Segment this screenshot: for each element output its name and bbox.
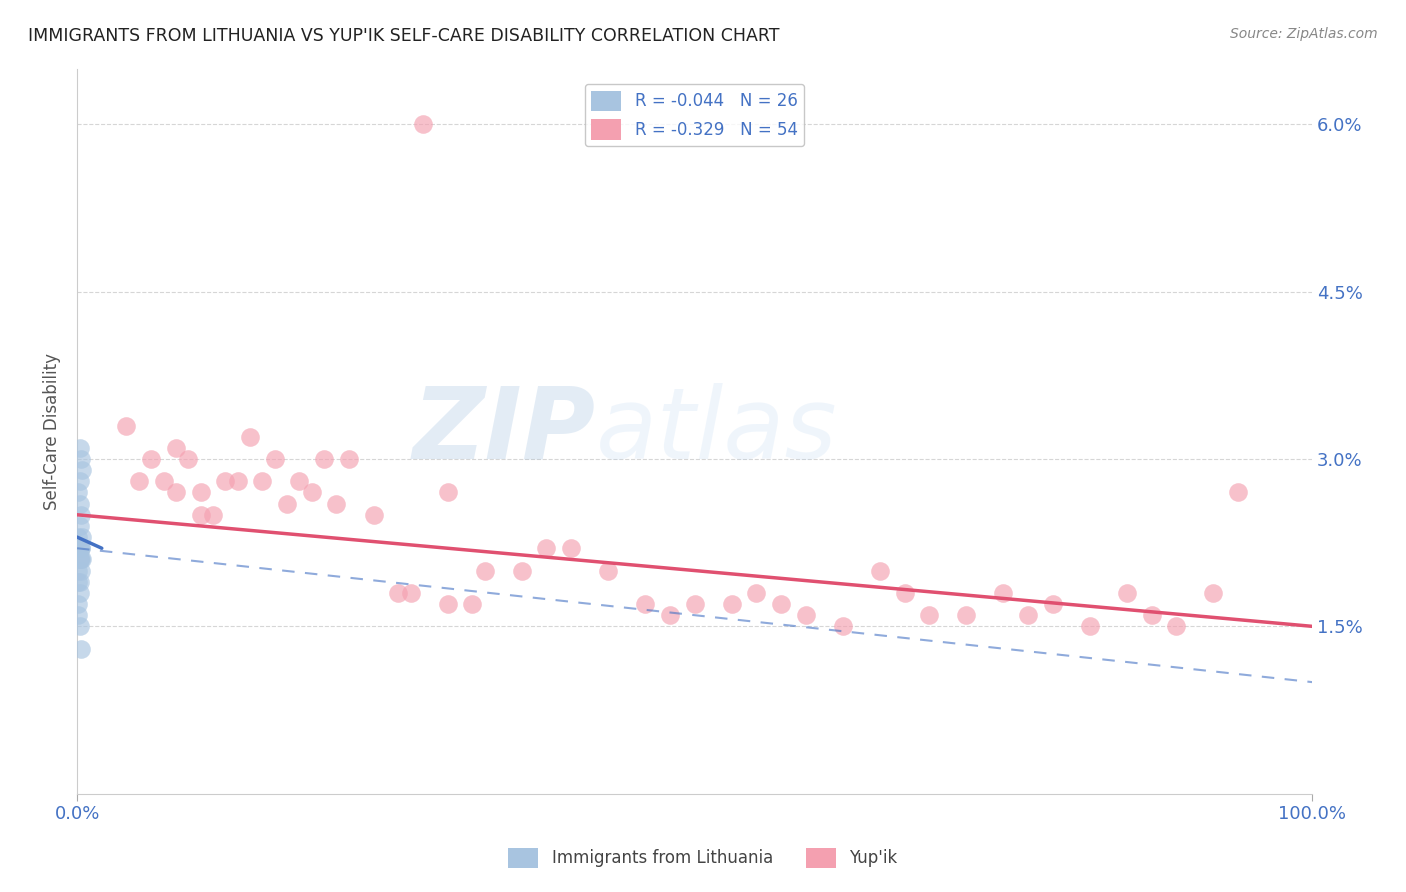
Point bbox=[239, 430, 262, 444]
Point bbox=[1166, 619, 1188, 633]
Point bbox=[794, 608, 817, 623]
Point bbox=[69, 541, 91, 556]
Legend: Immigrants from Lithuania, Yup'ik: Immigrants from Lithuania, Yup'ik bbox=[502, 841, 904, 875]
Point bbox=[214, 475, 236, 489]
Legend: R = -0.044   N = 26, R = -0.329   N = 54: R = -0.044 N = 26, R = -0.329 N = 54 bbox=[585, 84, 804, 146]
Point bbox=[288, 475, 311, 489]
Point bbox=[67, 574, 90, 589]
Point bbox=[252, 475, 274, 489]
Point bbox=[69, 574, 91, 589]
Point bbox=[560, 541, 582, 556]
Point bbox=[69, 564, 91, 578]
Point bbox=[165, 441, 187, 455]
Point bbox=[67, 608, 90, 623]
Point bbox=[69, 519, 91, 533]
Text: ZIP: ZIP bbox=[413, 383, 596, 480]
Point bbox=[955, 608, 977, 623]
Text: atlas: atlas bbox=[596, 383, 838, 480]
Point bbox=[1202, 586, 1225, 600]
Point bbox=[1115, 586, 1137, 600]
Y-axis label: Self-Care Disability: Self-Care Disability bbox=[44, 352, 60, 509]
Point bbox=[69, 475, 91, 489]
Point bbox=[399, 586, 422, 600]
Point bbox=[69, 508, 91, 522]
Point bbox=[69, 619, 91, 633]
Point bbox=[69, 586, 91, 600]
Point bbox=[177, 452, 200, 467]
Point bbox=[128, 475, 150, 489]
Point bbox=[1227, 485, 1250, 500]
Point bbox=[461, 597, 484, 611]
Point bbox=[263, 452, 285, 467]
Point bbox=[70, 463, 93, 477]
Point bbox=[67, 564, 90, 578]
Point bbox=[67, 530, 90, 544]
Point bbox=[276, 497, 298, 511]
Point bbox=[70, 552, 93, 566]
Point bbox=[141, 452, 163, 467]
Point bbox=[201, 508, 224, 522]
Point bbox=[115, 418, 138, 433]
Point bbox=[69, 552, 91, 566]
Point bbox=[683, 597, 706, 611]
Point bbox=[69, 552, 91, 566]
Point bbox=[69, 497, 91, 511]
Point bbox=[69, 552, 91, 566]
Point bbox=[893, 586, 915, 600]
Point bbox=[1140, 608, 1163, 623]
Text: IMMIGRANTS FROM LITHUANIA VS YUP'IK SELF-CARE DISABILITY CORRELATION CHART: IMMIGRANTS FROM LITHUANIA VS YUP'IK SELF… bbox=[28, 27, 779, 45]
Point bbox=[869, 564, 891, 578]
Point bbox=[67, 485, 90, 500]
Point bbox=[152, 475, 174, 489]
Point bbox=[598, 564, 620, 578]
Point bbox=[69, 441, 91, 455]
Point bbox=[1017, 608, 1039, 623]
Point bbox=[510, 564, 533, 578]
Text: Source: ZipAtlas.com: Source: ZipAtlas.com bbox=[1230, 27, 1378, 41]
Point bbox=[226, 475, 249, 489]
Point bbox=[301, 485, 323, 500]
Point bbox=[67, 597, 90, 611]
Point bbox=[314, 452, 336, 467]
Point bbox=[69, 541, 91, 556]
Point bbox=[918, 608, 941, 623]
Point bbox=[1078, 619, 1101, 633]
Point bbox=[412, 117, 434, 131]
Point bbox=[474, 564, 496, 578]
Point bbox=[387, 586, 409, 600]
Point bbox=[337, 452, 360, 467]
Point bbox=[1042, 597, 1064, 611]
Point bbox=[69, 452, 91, 467]
Point bbox=[745, 586, 768, 600]
Point bbox=[165, 485, 187, 500]
Point bbox=[69, 541, 91, 556]
Point bbox=[69, 641, 91, 656]
Point bbox=[536, 541, 558, 556]
Point bbox=[770, 597, 793, 611]
Point bbox=[436, 485, 458, 500]
Point bbox=[634, 597, 657, 611]
Point bbox=[363, 508, 385, 522]
Point bbox=[190, 485, 212, 500]
Point bbox=[325, 497, 347, 511]
Point bbox=[831, 619, 853, 633]
Point bbox=[436, 597, 458, 611]
Point bbox=[720, 597, 742, 611]
Point bbox=[190, 508, 212, 522]
Point bbox=[70, 530, 93, 544]
Point bbox=[993, 586, 1015, 600]
Point bbox=[658, 608, 681, 623]
